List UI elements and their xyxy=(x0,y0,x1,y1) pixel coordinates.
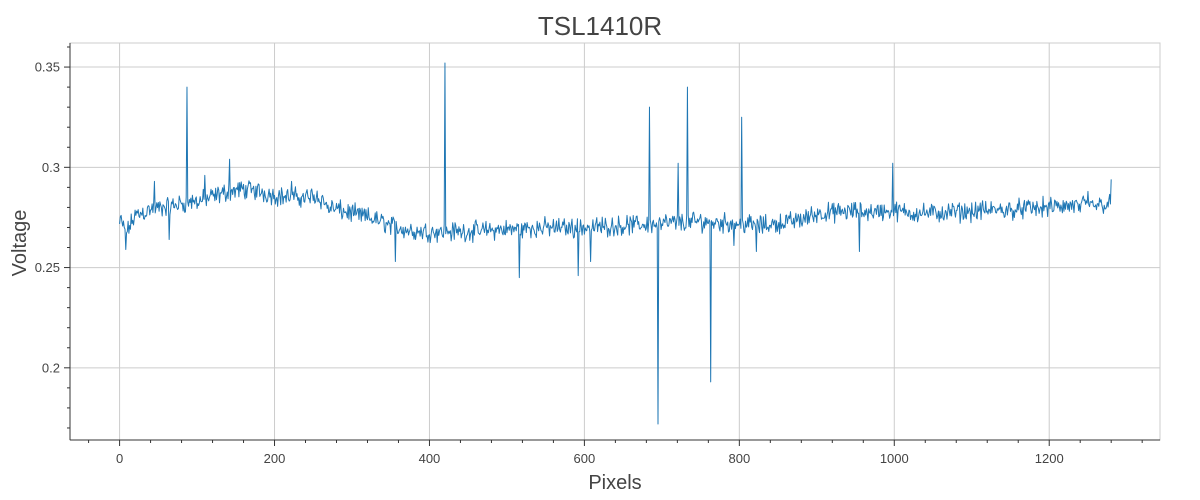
chart-title: TSL1410R xyxy=(538,11,662,41)
voltage-series-line xyxy=(119,62,1112,425)
x-tick-label: 1200 xyxy=(1035,451,1064,466)
x-tick-label: 400 xyxy=(419,451,441,466)
plot-frame xyxy=(69,42,1161,441)
x-tick-label: 0 xyxy=(116,451,123,466)
x-ticks: 0 200 400 600 800 1000 1200 xyxy=(88,440,1143,466)
y-ticks: 0.2 0.25 0.3 0.35 xyxy=(35,46,70,429)
y-tick-label: 0.2 xyxy=(42,360,60,375)
y-tick-label: 0.3 xyxy=(42,160,60,175)
x-tick-label: 200 xyxy=(264,451,286,466)
x-axis-label: Pixels xyxy=(588,472,641,494)
x-tick-label: 600 xyxy=(574,451,596,466)
series-layer xyxy=(119,62,1112,425)
x-tick-label: 800 xyxy=(728,451,750,466)
x-tick-label: 1000 xyxy=(880,451,909,466)
y-tick-label: 0.35 xyxy=(35,60,60,75)
y-axis-label: Voltage xyxy=(9,210,31,277)
grid xyxy=(70,43,1160,440)
y-tick-label: 0.25 xyxy=(35,260,60,275)
